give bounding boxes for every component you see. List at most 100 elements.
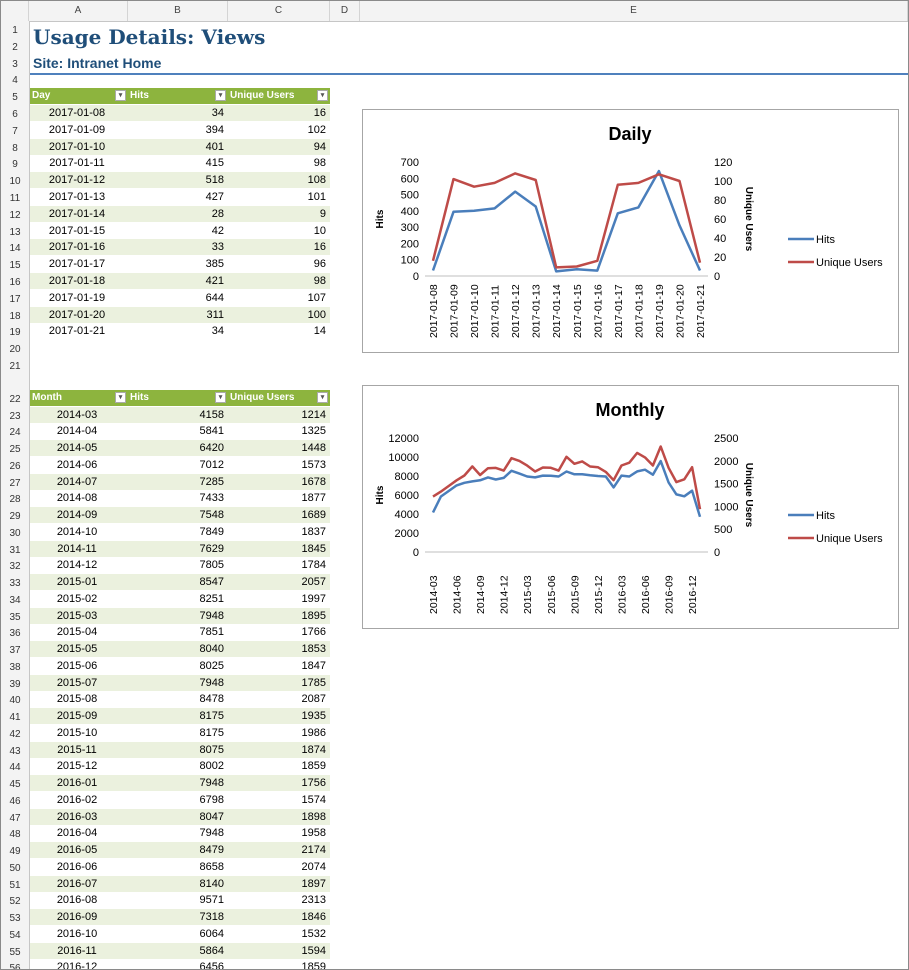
row-number[interactable]: 56 [9,963,21,970]
row-number[interactable]: 38 [9,661,21,673]
row-number[interactable]: 25 [9,444,21,455]
table-cell[interactable]: 8478 [199,693,224,706]
row-number[interactable]: 53 [9,913,21,924]
table-cell[interactable]: 2174 [301,844,326,856]
row-number[interactable]: 1 [12,25,18,36]
table-cell[interactable]: 1986 [301,726,326,739]
row-number[interactable]: 17 [9,293,21,305]
row-number[interactable]: 30 [9,527,21,539]
table-cell[interactable]: 2017-01-09 [48,123,106,136]
table-cell[interactable]: 7318 [199,911,224,923]
table-cell[interactable]: 2016-10 [56,927,98,940]
table-cell[interactable]: 14 [313,325,326,338]
table-cell[interactable]: 8251 [199,592,224,605]
table-cell[interactable]: 28 [211,207,224,220]
table-cell[interactable]: 16 [313,107,326,119]
row-number[interactable]: 19 [9,327,21,339]
row-number[interactable]: 5 [12,92,18,104]
table-cell[interactable]: 2015-07 [56,676,98,689]
row-number[interactable]: 3 [12,58,18,70]
table-cell[interactable]: 1847 [301,659,326,672]
table-header-cell[interactable]: Hits ▾ [128,389,228,406]
row-number[interactable]: 35 [9,611,21,623]
table-cell[interactable]: 2015-08 [56,693,98,706]
table-header-cell[interactable]: Unique Users ▾ [228,389,330,406]
daily-chart[interactable]: Daily 0 100 200 300 400 500 600 700 0 20 40 60 80 100 1… [362,109,899,353]
table-cell[interactable]: 7948 [199,609,224,622]
row-number[interactable]: 46 [9,795,21,807]
table-cell[interactable]: 1678 [301,475,326,488]
table-cell[interactable]: 2014-07 [56,475,98,488]
row-number[interactable]: 7 [12,125,18,137]
table-cell[interactable]: 1689 [301,509,326,521]
row-number[interactable]: 41 [9,712,21,723]
table-cell[interactable]: 2014-12 [56,559,98,572]
table-cell[interactable]: 2017-01-15 [48,224,106,237]
column-header-d[interactable]: D [330,1,360,21]
table-cell[interactable]: 8025 [199,659,224,672]
row-number[interactable]: 26 [9,460,21,472]
table-cell[interactable]: 1874 [301,743,326,756]
table-cell[interactable]: 7948 [199,777,224,789]
table-cell[interactable]: 7851 [199,626,224,639]
table-cell[interactable]: 2017-01-16 [48,241,106,254]
filter-dropdown-icon[interactable]: ▾ [115,391,126,403]
table-cell[interactable]: 1325 [301,425,326,438]
table-cell[interactable]: 1574 [301,793,326,806]
table-cell[interactable]: 7849 [199,525,224,538]
row-number[interactable]: 54 [9,929,21,941]
table-cell[interactable]: 5864 [199,944,224,957]
table-cell[interactable]: 9 [319,207,326,220]
table-cell[interactable]: 2017-01-10 [48,140,106,153]
column-header-a[interactable]: A [29,1,128,21]
table-cell[interactable]: 16 [313,241,326,254]
table-cell[interactable]: 1895 [301,609,326,622]
filter-dropdown-icon[interactable]: ▾ [215,90,226,102]
row-number[interactable]: 24 [9,427,21,439]
table-cell[interactable]: 98 [313,275,326,287]
table-cell[interactable]: 7948 [199,827,224,840]
row-number[interactable]: 27 [9,477,21,489]
table-cell[interactable]: 2016-05 [56,844,98,856]
row-number[interactable]: 49 [9,846,21,857]
row-number[interactable]: 20 [9,344,21,356]
table-cell[interactable]: 1766 [301,626,326,639]
filter-dropdown-icon[interactable]: ▾ [317,90,328,102]
table-cell[interactable]: 102 [307,123,326,136]
table-cell[interactable]: 2014-08 [56,492,98,505]
table-cell[interactable]: 644 [205,291,224,304]
row-number[interactable]: 33 [9,578,21,589]
row-number[interactable]: 45 [9,779,21,790]
row-number[interactable]: 40 [9,695,21,707]
table-cell[interactable]: 7285 [199,475,224,488]
table-cell[interactable]: 2016-12 [56,961,98,970]
table-cell[interactable]: 107 [307,291,326,304]
table-cell[interactable]: 8658 [199,860,224,873]
table-cell[interactable]: 7948 [199,676,224,689]
table-cell[interactable]: 2313 [301,894,326,907]
table-cell[interactable]: 2016-08 [56,894,98,907]
row-number[interactable]: 14 [9,243,21,255]
filter-dropdown-icon[interactable]: ▾ [115,90,126,102]
table-cell[interactable]: 33 [211,241,224,254]
row-number[interactable]: 22 [9,393,21,405]
table-cell[interactable]: 5841 [199,425,224,438]
table-cell[interactable]: 2017-01-08 [48,107,106,119]
table-cell[interactable]: 2017-01-17 [48,258,106,271]
table-cell[interactable]: 2016-02 [56,793,98,806]
row-number[interactable]: 31 [9,544,21,556]
table-cell[interactable]: 518 [205,174,224,187]
table-cell[interactable]: 1859 [301,961,326,970]
table-cell[interactable]: 1845 [301,542,326,555]
column-header-c[interactable]: C [228,1,330,21]
table-cell[interactable]: 1448 [301,442,326,454]
table-cell[interactable]: 2015-04 [56,626,98,639]
table-cell[interactable]: 2016-03 [56,810,98,823]
row-number[interactable]: 48 [9,829,21,841]
row-number[interactable]: 28 [9,494,21,506]
row-number[interactable]: 55 [9,946,21,958]
select-all-corner[interactable] [1,1,29,21]
table-cell[interactable]: 8075 [199,743,224,756]
table-cell[interactable]: 2016-09 [56,911,98,923]
row-number[interactable]: 32 [9,561,21,573]
